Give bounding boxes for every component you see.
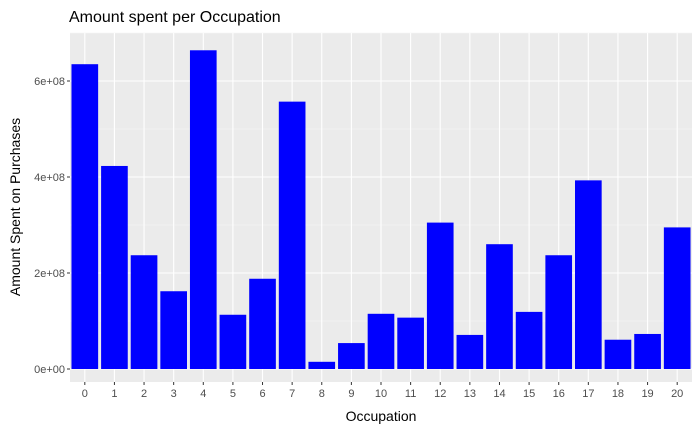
x-tick-label: 12 [434,388,446,400]
bar-4 [189,50,217,369]
bar-6 [249,278,276,369]
x-tick-label: 19 [641,388,653,400]
x-tick-label: 5 [230,388,236,400]
x-tick-label: 6 [259,388,265,400]
bar-15 [515,311,543,369]
bar-13 [456,334,484,369]
bar-12 [426,222,454,369]
x-tick-label: 20 [671,388,683,400]
bar-14 [486,244,513,369]
y-axis: 0e+00 2e+08 4e+08 6e+08 [34,76,70,376]
bar-11 [397,317,424,369]
x-tick-label: 1 [111,388,117,400]
x-tick-label: 10 [375,388,387,400]
bar-3 [160,291,187,369]
bar-9 [338,343,365,369]
x-axis: 0 1 2 3 4 5 6 7 8 9 10 11 12 13 14 15 16 17 18 19 20 [82,382,683,400]
x-tick-label: 11 [405,388,416,400]
bar-5 [219,314,247,369]
x-tick-label: 16 [553,388,565,400]
bar-18 [604,339,632,369]
y-tick-label: 0e+00 [34,364,65,376]
bar-0 [71,64,99,369]
bar-20 [663,227,691,369]
bar-16 [545,255,573,369]
y-tick-label: 6e+08 [34,76,65,88]
x-axis-title: Occupation [346,408,417,424]
x-tick-label: 0 [82,388,88,400]
bar-1 [101,165,128,369]
y-axis-title: Amount Spent on Purchases [7,118,23,296]
x-tick-label: 13 [464,388,476,400]
x-tick-label: 8 [319,388,325,400]
bar-17 [575,180,602,369]
x-tick-label: 2 [141,388,147,400]
bar-10 [367,313,395,369]
bars [71,50,691,369]
x-tick-label: 14 [493,388,505,400]
x-tick-label: 4 [200,388,206,400]
bar-7 [278,101,306,369]
y-tick-label: 2e+08 [34,268,65,280]
bar-2 [130,255,158,369]
y-tick-label: 4e+08 [34,172,65,184]
bar-8 [308,361,336,369]
x-tick-label: 15 [523,388,535,400]
bar-19 [634,333,661,369]
x-tick-label: 7 [289,388,295,400]
x-tick-label: 3 [171,388,177,400]
x-tick-label: 17 [582,388,594,400]
chart-title: Amount spent per Occupation [69,9,281,26]
x-tick-label: 18 [612,388,624,400]
x-tick-label: 9 [348,388,354,400]
